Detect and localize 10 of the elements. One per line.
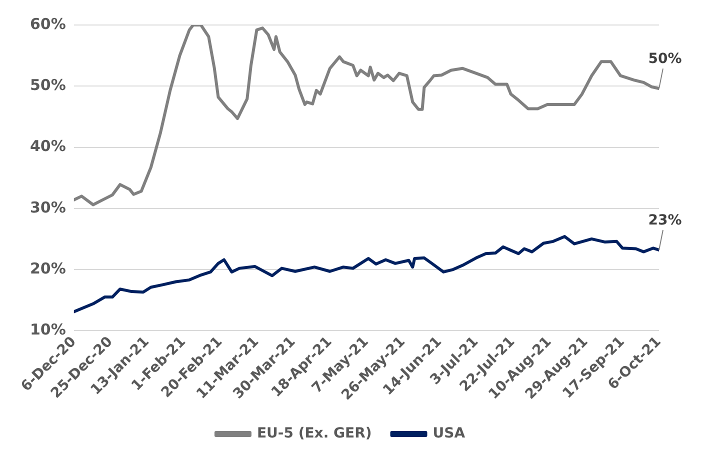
annotation: 50% xyxy=(648,51,682,68)
y-tick-label: 50% xyxy=(30,76,66,94)
y-tick-label: 40% xyxy=(30,137,66,156)
y-tick-label: 20% xyxy=(30,259,66,278)
y-tick-label: 60% xyxy=(30,14,66,33)
y-tick-label: 10% xyxy=(30,320,66,339)
annotation: 23% xyxy=(648,212,682,229)
legend-label: EU-5 (Ex. GER) xyxy=(256,426,372,442)
legend-label: USA xyxy=(432,426,466,442)
y-tick-label: 30% xyxy=(30,198,66,216)
